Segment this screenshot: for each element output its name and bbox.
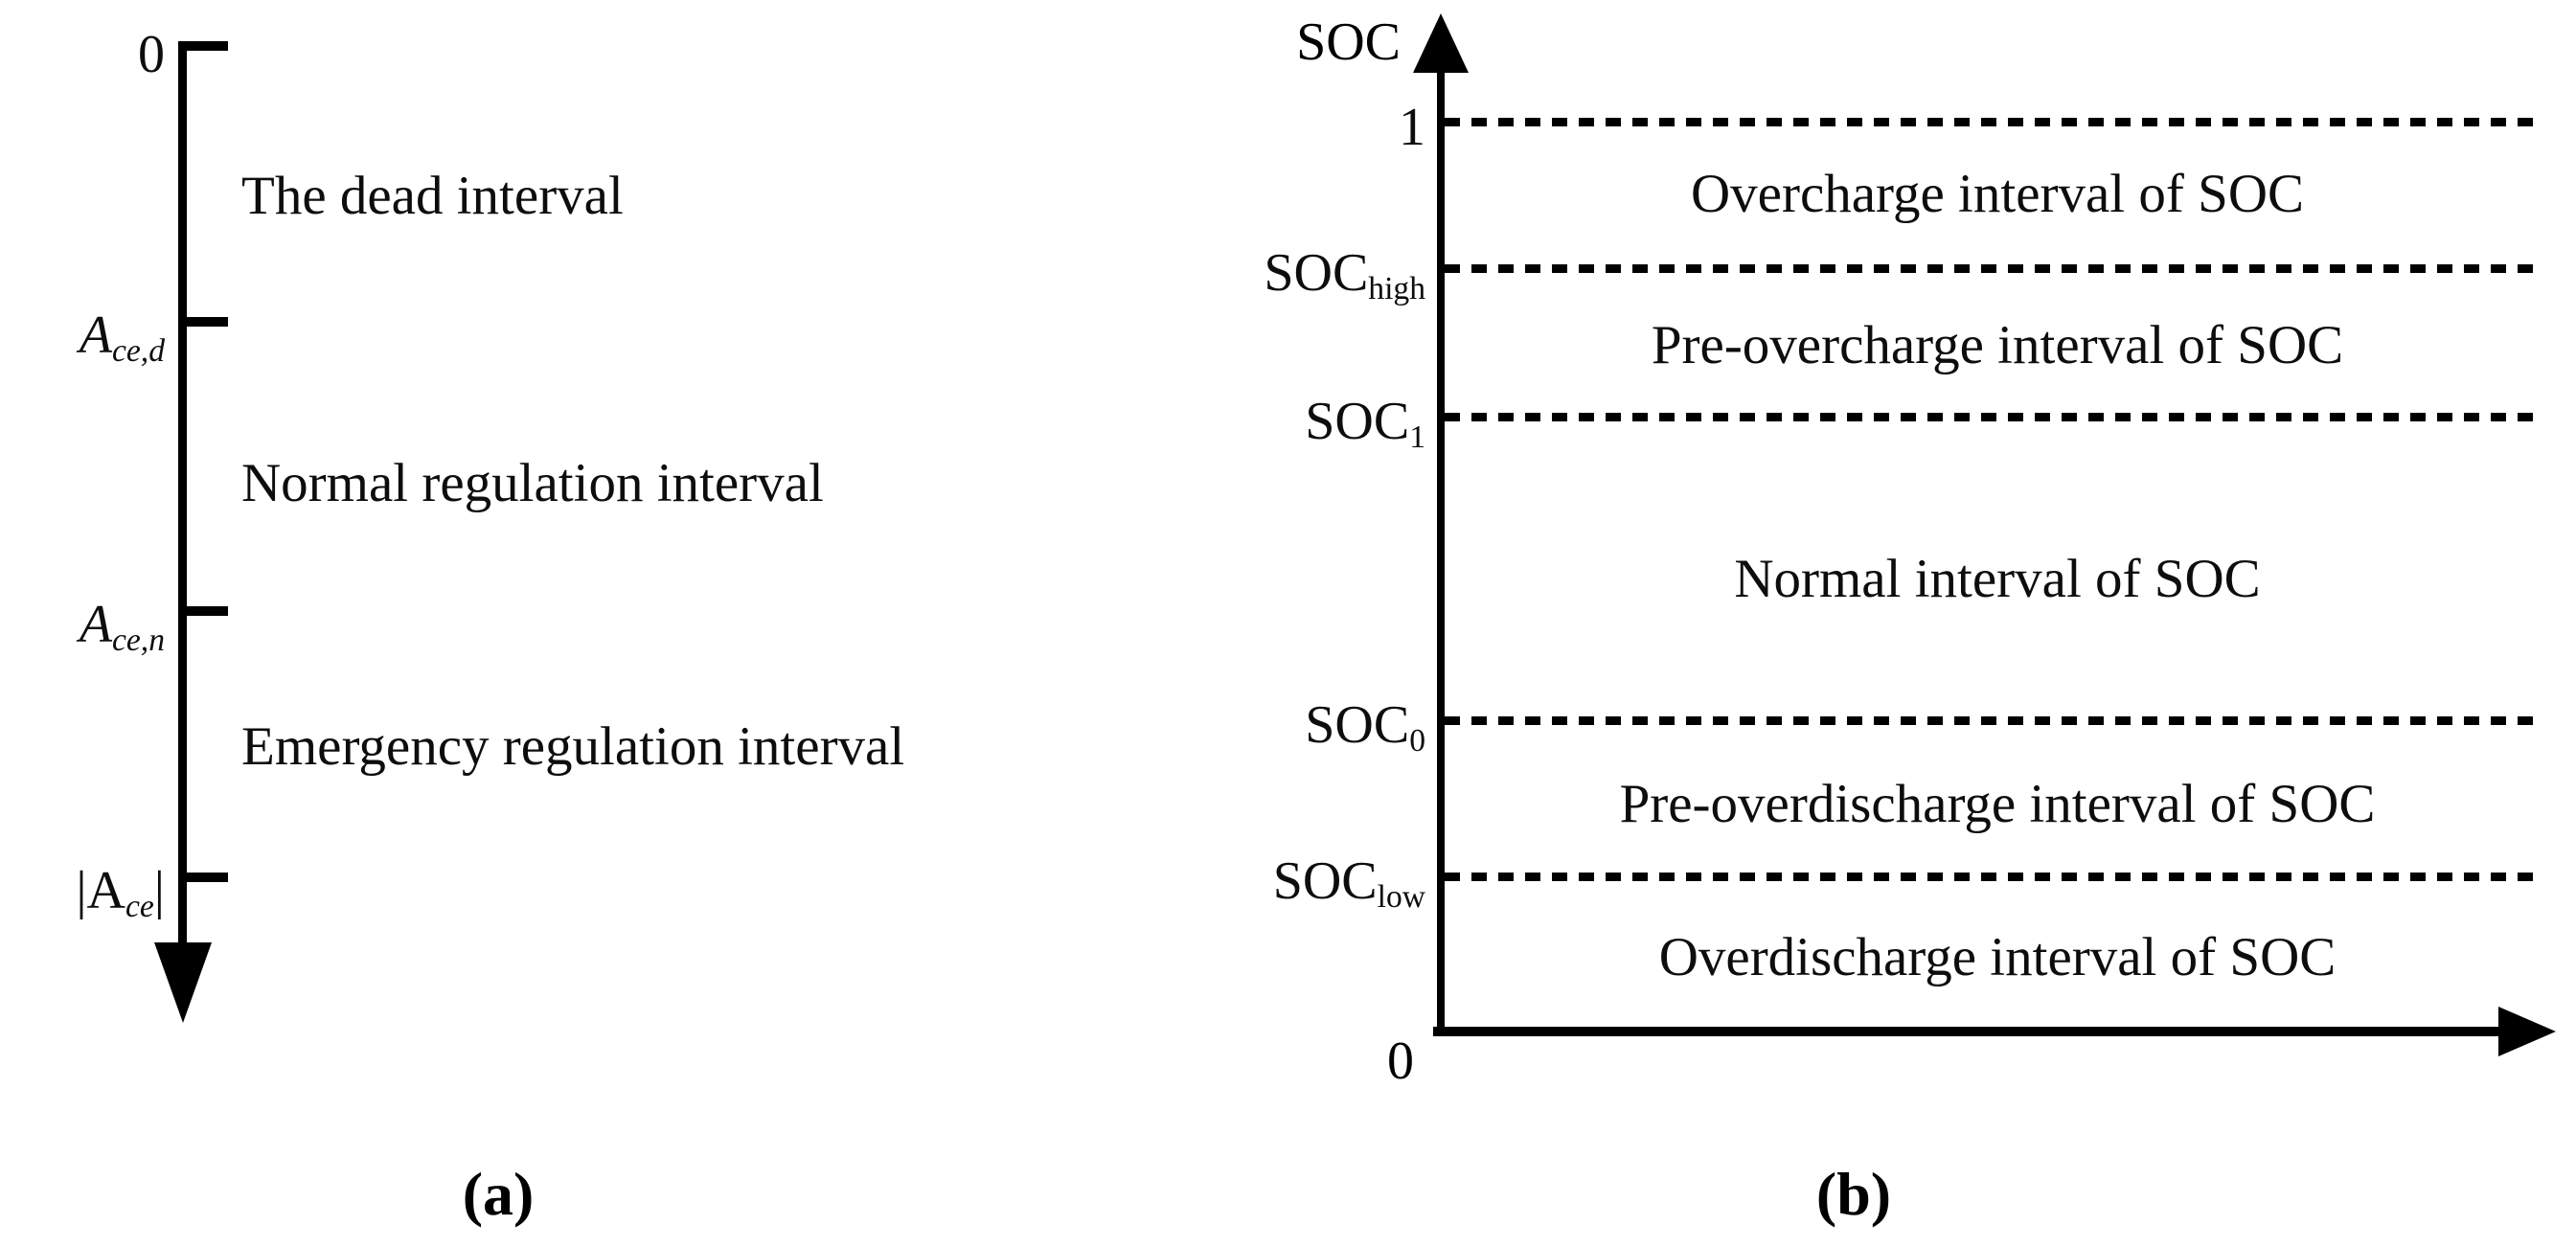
- panel-b-dotted-line-soc1: [1445, 413, 2537, 421]
- panel-b-label-soc-high: SOChigh: [1054, 230, 1425, 316]
- panel-b-label-soc-high-sub: high: [1368, 271, 1425, 307]
- panel-b-interval-pre-overcharge: Pre-overcharge interval of SOC: [1651, 315, 2344, 375]
- panel-a-label-ace-abs-main: |A: [76, 861, 125, 920]
- panel-a-interval-normal: Normal regulation interval: [241, 453, 824, 513]
- panel-b-label-soc0-main: SOC: [1305, 695, 1410, 755]
- panel-a-tick-ace-n: [182, 606, 228, 616]
- panel-a-label-ace-n: Ace,n: [0, 577, 165, 672]
- panel-b-right-arrowhead-icon: [2498, 1007, 2556, 1056]
- panel-b-y-axis-line: [1437, 56, 1445, 1036]
- panel-a-caption: (a): [462, 1160, 535, 1228]
- panel-a-tick-ace-abs: [182, 873, 228, 882]
- panel-b-label-one-text: 1: [1399, 98, 1425, 157]
- panel-b-dotted-line-soc-high: [1445, 264, 2537, 273]
- panel-a-label-ace-abs-close: |: [153, 861, 165, 920]
- panel-b-dotted-line-soc-low: [1445, 873, 2537, 881]
- panel-a-label-zero-text: 0: [138, 25, 165, 84]
- panel-a-label-ace-n-sub: ce,n: [112, 623, 165, 659]
- panel-b-label-soc0-sub: 0: [1409, 723, 1425, 760]
- panel-a-tick-ace-d: [182, 317, 228, 327]
- panel-b-label-soc-low: SOClow: [1054, 838, 1425, 924]
- panel-b-interval-overdischarge: Overdischarge interval of SOC: [1658, 927, 2337, 987]
- panel-b-label-soc0: SOC0: [1054, 682, 1425, 768]
- panel-a-label-ace-d-main: A: [79, 306, 112, 365]
- panel-b-label-soc1-sub: 1: [1409, 419, 1425, 456]
- panel-b-dotted-line-soc0: [1445, 716, 2537, 725]
- panel-a-label-ace-n-main: A: [79, 595, 112, 654]
- panel-b-interval-pre-overdischarge: Pre-overdischarge interval of SOC: [1619, 774, 2376, 834]
- panel-a-label-ace-abs-sub: ce: [125, 889, 154, 925]
- panel-b-label-soc-high-main: SOC: [1264, 243, 1369, 303]
- panel-b-x-axis-line: [1433, 1027, 2510, 1036]
- panel-b-interval-normal: Normal interval of SOC: [1734, 549, 2261, 609]
- panel-a-down-arrowhead-icon: [154, 942, 212, 1023]
- panel-b-label-one: 1: [1054, 84, 1425, 170]
- panel-b-label-soc1: SOC1: [1054, 378, 1425, 465]
- panel-a-axis-line: [178, 41, 187, 953]
- panel-b-caption: (b): [1815, 1160, 1892, 1228]
- panel-a-label-zero: 0: [0, 7, 165, 102]
- panel-b-origin-label: 0: [1387, 1032, 1414, 1091]
- panel-b-up-arrowhead-icon: [1413, 13, 1469, 73]
- panel-b-label-soc-low-main: SOC: [1272, 851, 1378, 911]
- panel-b-label-soc1-main: SOC: [1305, 392, 1410, 451]
- panel-a-interval-dead: The dead interval: [241, 166, 624, 226]
- panel-a-tick-zero: [182, 41, 228, 51]
- panel-b-dotted-line-1: [1445, 118, 2537, 126]
- panel-b-label-soc-low-sub: low: [1377, 879, 1425, 916]
- panel-a-label-ace-d-sub: ce,d: [112, 333, 165, 370]
- panel-a-label-ace-abs: |Ace|: [0, 843, 165, 939]
- panel-a-interval-emergency: Emergency regulation interval: [241, 716, 905, 777]
- panel-b-axis-title: SOC: [1296, 12, 1401, 72]
- panel-b-interval-overcharge: Overcharge interval of SOC: [1691, 164, 2304, 224]
- panel-a-label-ace-d: Ace,d: [0, 287, 165, 383]
